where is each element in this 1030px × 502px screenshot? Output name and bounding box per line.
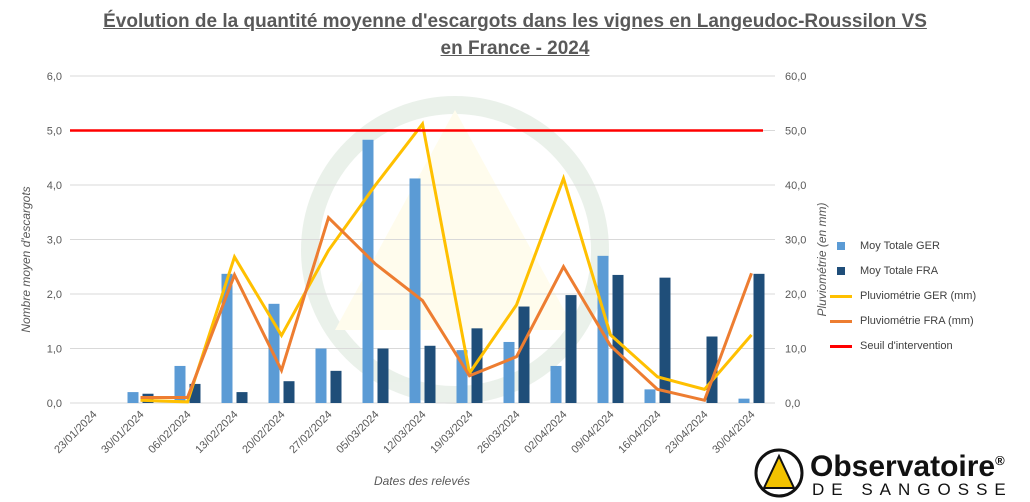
bar-fra: [330, 370, 342, 403]
bar-fra: [659, 277, 671, 403]
legend-item: Pluviométrie GER (mm): [830, 290, 976, 302]
line-pluviom-trie-ger-mm-: [140, 120, 753, 404]
y-tick-label: 2,0: [47, 289, 62, 301]
y2-tick-label: 40,0: [785, 180, 806, 192]
y2-tick-label: 10,0: [785, 344, 806, 356]
bar-fra: [377, 348, 389, 403]
bar-fra: [565, 295, 577, 403]
bar-ger: [362, 139, 374, 403]
legend-swatch: [837, 267, 845, 275]
bar-fra: [706, 336, 718, 403]
bar-fra: [612, 274, 624, 403]
y-axis-label: Nombre moyen d'escargots: [19, 186, 33, 332]
bar-fra: [283, 381, 295, 403]
bar-fra: [424, 345, 436, 403]
watermark: [301, 96, 609, 404]
bar-ger: [456, 350, 468, 403]
legend-swatch: [830, 294, 852, 298]
x-tick-label: 06/02/2024: [146, 409, 193, 456]
x-axis-label: Dates des relevés: [374, 474, 470, 488]
y-tick-label: 5,0: [47, 126, 62, 138]
x-tick-label: 13/02/2024: [193, 409, 240, 456]
logo-name: Observatoire®: [810, 450, 1005, 483]
bar-ger: [409, 178, 421, 403]
x-tick-label: 30/04/2024: [710, 409, 757, 456]
x-tick-label: 30/01/2024: [99, 409, 146, 456]
x-tick-label: 26/03/2024: [475, 409, 522, 456]
legend-swatch: [837, 242, 845, 250]
x-tick-label: 05/03/2024: [334, 409, 381, 456]
bar-ger: [127, 392, 139, 403]
bar-ger: [644, 389, 656, 403]
y2-tick-label: 0,0: [785, 398, 800, 410]
legend-swatch: [830, 344, 852, 348]
bar-ger: [315, 348, 327, 403]
x-tick-label: 16/04/2024: [616, 409, 663, 456]
x-tick-label: 23/01/2024: [52, 409, 99, 456]
bar-ger: [738, 398, 750, 403]
line-pluviom-trie-fra-mm-: [140, 214, 753, 403]
legend-swatch: [830, 319, 852, 323]
bar-fra: [471, 328, 483, 403]
y-tick-label: 0,0: [47, 398, 62, 410]
bar-fra: [189, 383, 201, 403]
x-tick-label: 12/03/2024: [381, 409, 428, 456]
x-tick-label: 20/02/2024: [240, 409, 287, 456]
chart-title: Évolution de la quantité moyenne d'escar…: [103, 11, 927, 59]
logo-icon: [754, 448, 804, 498]
legend-label: Moy Totale GER: [860, 240, 940, 252]
legend-item: Seuil d'intervention: [830, 340, 953, 352]
x-tick-label: 19/03/2024: [428, 409, 475, 456]
bar-ger: [503, 341, 515, 403]
bar-fra: [753, 273, 765, 403]
observatoire-logo: Observatoire® DE SANGOSSE: [752, 448, 1027, 500]
legend-item: Moy Totale FRA: [830, 265, 938, 277]
y-tick-label: 6,0: [47, 71, 62, 83]
legend-label: Pluviométrie GER (mm): [860, 290, 977, 302]
y2-tick-label: 30,0: [785, 235, 806, 247]
bar-ger: [221, 273, 233, 403]
bar-ger: [597, 255, 609, 403]
y-tick-label: 4,0: [47, 180, 62, 192]
y2-tick-label: 50,0: [785, 126, 806, 138]
y2-axis-label: Pluviométrie (en mm): [815, 202, 829, 316]
legend-item: Moy Totale GER: [830, 240, 940, 252]
legend-item: Pluviométrie FRA (mm): [830, 315, 974, 327]
y2-tick-label: 20,0: [785, 289, 806, 301]
bar-fra: [236, 392, 248, 403]
bar-fra: [518, 306, 530, 403]
x-tick-label: 27/02/2024: [287, 409, 334, 456]
bar-ger: [174, 365, 186, 403]
bar-ger: [550, 365, 562, 403]
legend-label: Moy Totale FRA: [860, 265, 939, 277]
y2-tick-label: 60,0: [785, 71, 806, 83]
logo-sub: DE SANGOSSE: [812, 480, 1013, 499]
legend-label: Seuil d'intervention: [860, 340, 953, 352]
x-tick-label: 02/04/2024: [522, 409, 569, 456]
x-tick-label: 23/04/2024: [663, 409, 710, 456]
y-tick-label: 1,0: [47, 344, 62, 356]
y-tick-label: 3,0: [47, 235, 62, 247]
legend-label: Pluviométrie FRA (mm): [860, 315, 974, 327]
x-tick-label: 09/04/2024: [569, 409, 616, 456]
